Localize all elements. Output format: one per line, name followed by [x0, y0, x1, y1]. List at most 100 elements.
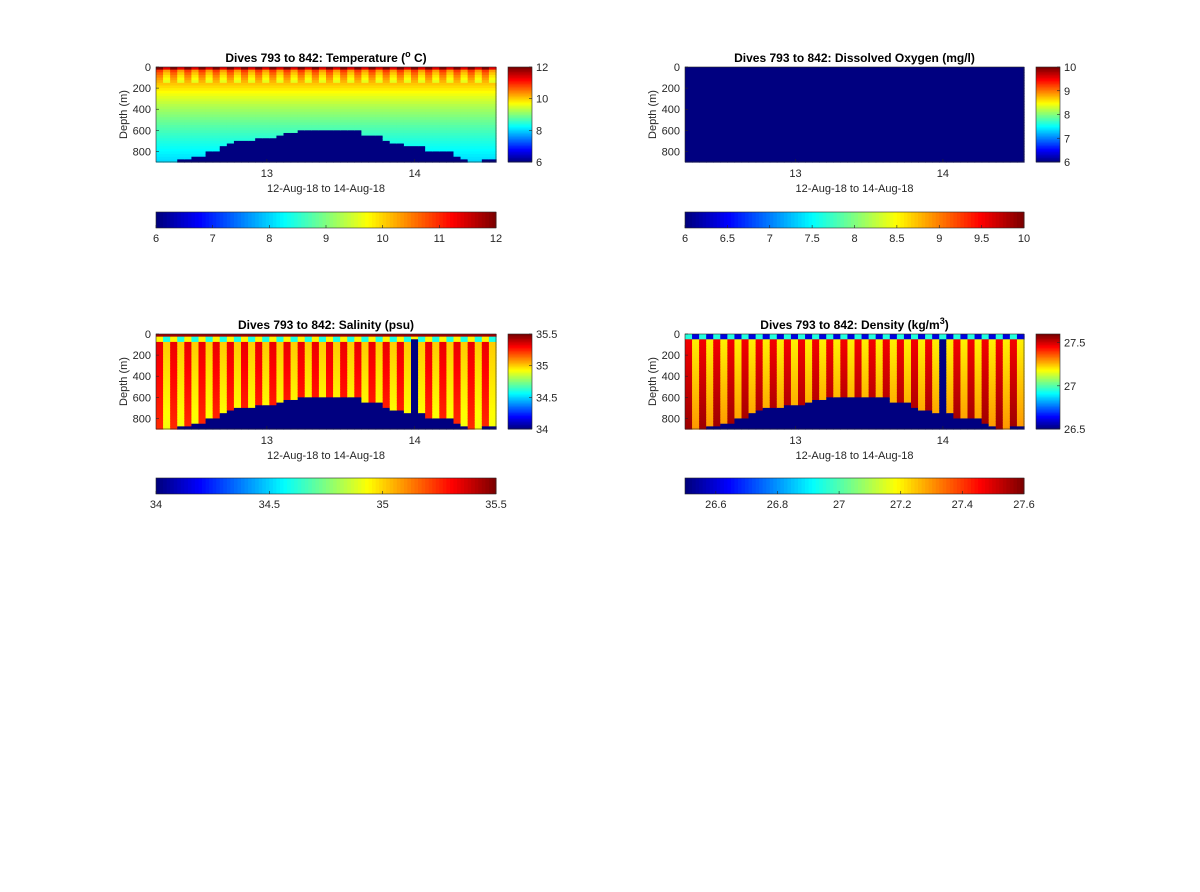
- heatmap-cell: [411, 85, 419, 89]
- heatmap-cell: [276, 135, 285, 139]
- heatmap-cell: [184, 106, 193, 110]
- heatmap-cell: [925, 82, 933, 87]
- heatmap-cell: [368, 138, 377, 142]
- heatmap-cell: [868, 159, 877, 163]
- heatmap-cell: [241, 125, 249, 129]
- heatmap-cell: [198, 368, 207, 372]
- heatmap-cell: [205, 363, 214, 367]
- heatmap-cell: [425, 159, 433, 163]
- heatmap-cell: [685, 132, 693, 137]
- heatmap-cell: [868, 154, 877, 158]
- colorbar-segment: [843, 212, 848, 228]
- colorbar-segment: [882, 212, 887, 228]
- colorbar-segment: [886, 212, 891, 228]
- heatmap-cell: [198, 349, 207, 354]
- heatmap-cell: [368, 341, 377, 346]
- heatmap-cell: [474, 103, 483, 108]
- heatmap-cell: [156, 365, 164, 369]
- heatmap-cell: [418, 67, 426, 71]
- heatmap-cell: [833, 132, 841, 137]
- heatmap-cell: [283, 376, 292, 380]
- heatmap-cell: [960, 85, 969, 89]
- heatmap-cell: [467, 111, 476, 116]
- heatmap-cell: [995, 67, 1004, 71]
- heatmap-cell: [255, 394, 263, 398]
- heatmap-cell: [995, 111, 1004, 116]
- heatmap-cell: [375, 140, 384, 145]
- heatmap-cell: [375, 67, 384, 71]
- heatmap-cell: [988, 117, 997, 121]
- heatmap-cell: [762, 82, 771, 87]
- heatmap-cell: [918, 101, 926, 105]
- heatmap-cell: [347, 151, 355, 155]
- heatmap-cell: [304, 341, 313, 346]
- heatmap-cell: [163, 138, 171, 142]
- heatmap-cell: [212, 363, 221, 367]
- heatmap-cell: [333, 151, 341, 155]
- heatmap-cell: [826, 156, 834, 160]
- heatmap-cell: [170, 334, 178, 338]
- heatmap-cell: [297, 426, 306, 430]
- heatmap-cell: [946, 117, 954, 121]
- heatmap-cell: [868, 103, 877, 108]
- heatmap-cell: [233, 111, 242, 116]
- heatmap-cell: [918, 117, 926, 121]
- colorbar-segment: [425, 212, 430, 228]
- heatmap-cell: [467, 90, 476, 94]
- heatmap-cell: [769, 67, 778, 71]
- heatmap-cell: [389, 130, 398, 134]
- heatmap-cell: [467, 117, 476, 121]
- heatmap-cell: [283, 85, 292, 89]
- heatmap-cell: [925, 69, 933, 73]
- heatmap-cell: [304, 67, 313, 71]
- heatmap-cell: [347, 111, 355, 116]
- heatmap-cell: [283, 130, 292, 134]
- heatmap-cell: [741, 148, 750, 153]
- heatmap-cell: [981, 74, 990, 79]
- heatmap-cell: [233, 148, 242, 153]
- heatmap-cell: [699, 109, 707, 113]
- heatmap-cell: [727, 119, 736, 124]
- heatmap-cell: [354, 405, 363, 409]
- heatmap-cell: [184, 376, 193, 380]
- heatmap-cell: [967, 159, 976, 163]
- heatmap-cell: [734, 72, 743, 76]
- heatmap-cell: [326, 368, 334, 372]
- heatmap-cell: [255, 386, 263, 391]
- heatmap-cell: [262, 151, 270, 155]
- heatmap-cell: [918, 138, 926, 142]
- heatmap-cell: [967, 88, 976, 92]
- heatmap-cell: [953, 74, 962, 79]
- heatmap-cell: [262, 344, 270, 348]
- heatmap-cell: [382, 154, 391, 158]
- heatmap-cell: [755, 80, 764, 84]
- heatmap-cell: [269, 360, 278, 364]
- heatmap-cell: [960, 90, 969, 94]
- heatmap-cell: [882, 151, 891, 155]
- heatmap-cell: [432, 77, 440, 81]
- heatmap-cell: [205, 386, 214, 391]
- heatmap-cell: [375, 154, 384, 158]
- heatmap-cell: [205, 85, 214, 89]
- heatmap-cell: [347, 135, 355, 139]
- colorbar-segment: [375, 212, 380, 228]
- heatmap-cell: [318, 119, 327, 124]
- heatmap-cell: [347, 389, 355, 393]
- heatmap-cell: [903, 69, 912, 73]
- heatmap-cell: [790, 143, 799, 147]
- heatmap-cell: [241, 397, 249, 401]
- heatmap-cell: [269, 336, 278, 340]
- heatmap-cell: [396, 103, 405, 108]
- y-tick-label: 0: [674, 62, 680, 74]
- heatmap-cell: [1002, 88, 1011, 92]
- heatmap-cell: [798, 156, 806, 160]
- heatmap-cell: [212, 88, 221, 92]
- heatmap-cell: [967, 114, 976, 118]
- heatmap-cell: [819, 127, 827, 131]
- heatmap-cell: [403, 130, 412, 134]
- heatmap-cell: [981, 80, 990, 84]
- heatmap-cell: [833, 85, 841, 89]
- heatmap-cell: [269, 159, 278, 163]
- heatmap-cell: [868, 156, 877, 160]
- heatmap-cell: [939, 67, 947, 71]
